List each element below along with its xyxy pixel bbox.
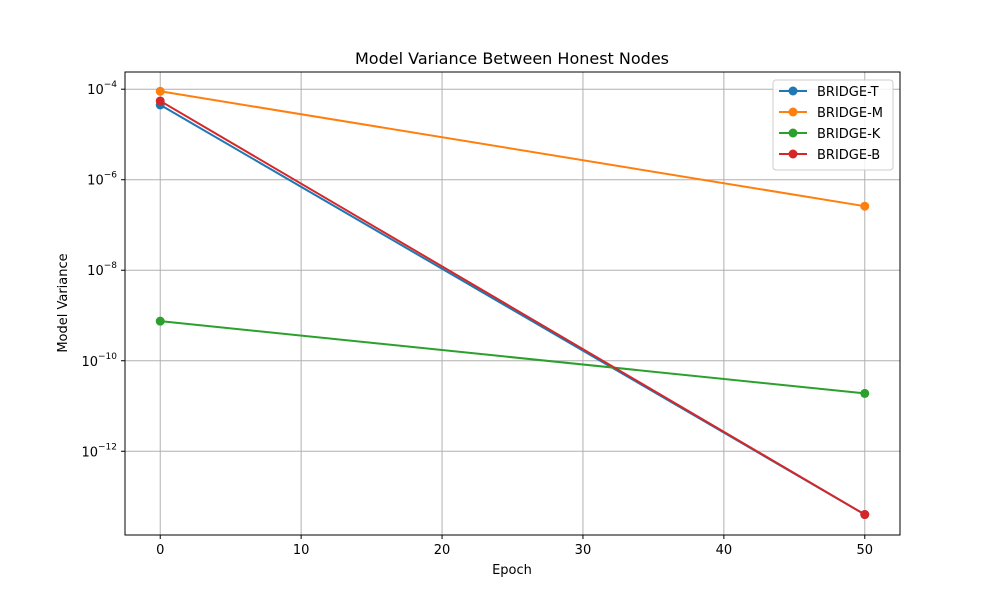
- legend-marker: [788, 107, 798, 117]
- y-tick-base: 10: [87, 174, 104, 189]
- y-axis-label: Model Variance: [56, 253, 71, 352]
- series-line-bridge-k: [160, 320, 865, 395]
- y-tick-label: 10−4: [87, 80, 117, 98]
- x-tick-label: 0: [156, 543, 164, 558]
- legend-marker: [788, 86, 798, 96]
- series-line-bridge-m: [160, 90, 865, 208]
- x-tick-label: 40: [716, 543, 733, 558]
- legend-box: [772, 79, 894, 171]
- legend-marker: [788, 149, 798, 159]
- y-tick-exponent: −10: [98, 352, 117, 362]
- series-lines: [155, 86, 870, 520]
- x-tick-label: 10: [293, 543, 310, 558]
- legend: BRIDGE-T BRIDGE-M BRIDGE-K BRIDGE-B: [772, 79, 894, 171]
- y-tick-label: 10−10: [81, 352, 117, 370]
- data-point-bridge-m-1: [860, 201, 870, 211]
- y-tick-exponent: −4: [104, 80, 118, 90]
- y-tick-exponent: −8: [104, 261, 118, 271]
- y-tick-base: 10: [87, 83, 104, 98]
- data-point-bridge-b-0: [155, 96, 165, 106]
- plot-frame: [124, 71, 901, 536]
- legend-label: BRIDGE-M: [817, 106, 883, 121]
- y-tick-exponent: −6: [104, 171, 118, 181]
- legend-label: BRIDGE-K: [817, 127, 881, 142]
- data-point-bridge-m-0: [155, 86, 165, 96]
- x-axis-label: Epoch: [492, 563, 532, 578]
- data-point-bridge-k-0: [155, 316, 165, 326]
- grid: [125, 72, 900, 535]
- chart-title: Model Variance Between Honest Nodes: [355, 49, 669, 68]
- legend-label: BRIDGE-B: [817, 148, 880, 163]
- y-tick-label: 10−6: [87, 171, 117, 189]
- series-line-bridge-b: [159, 100, 866, 516]
- x-tick-label: 20: [434, 543, 451, 558]
- y-tick-base: 10: [81, 355, 98, 370]
- data-point-bridge-k-1: [860, 388, 870, 398]
- x-tick-label: 30: [575, 543, 592, 558]
- x-axis-ticks: 0 10 20 30 40 50: [156, 535, 873, 558]
- y-tick-base: 10: [81, 445, 98, 460]
- legend-label: BRIDGE-T: [817, 85, 879, 100]
- y-tick-label: 10−12: [81, 442, 117, 460]
- y-tick-exponent: −12: [98, 442, 117, 452]
- legend-marker: [788, 128, 798, 138]
- data-point-bridge-b-1: [860, 510, 870, 520]
- y-tick-base: 10: [87, 264, 104, 279]
- x-tick-label: 50: [856, 543, 873, 558]
- y-tick-label: 10−8: [87, 261, 117, 279]
